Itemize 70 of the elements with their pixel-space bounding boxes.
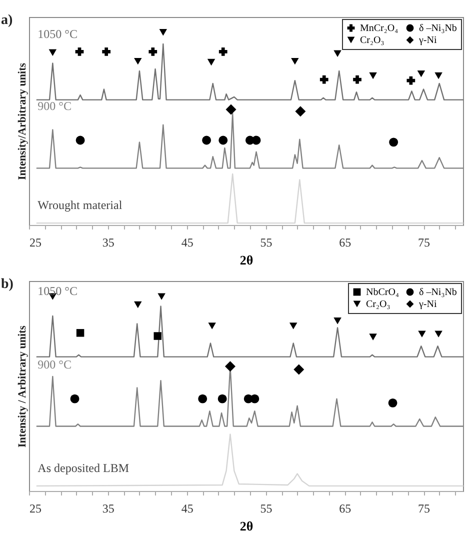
x-tick-label: 75: [418, 236, 430, 250]
legend-label: MnCr₂O₄: [360, 23, 399, 34]
x-axis-title: 2θ: [240, 252, 254, 268]
point: [134, 58, 142, 65]
x-tick-label: 55: [260, 236, 272, 250]
point: [417, 70, 426, 78]
point: [76, 329, 84, 337]
point: [369, 334, 377, 340]
point: [295, 106, 306, 117]
point: [148, 47, 158, 56]
legend-label: γ-Ni: [418, 35, 437, 46]
point: [208, 322, 216, 330]
point: [75, 47, 84, 56]
x-tick-label: 35: [102, 502, 114, 516]
series-label: 900 °C: [38, 357, 72, 372]
point: [224, 361, 236, 372]
legend-label: δ –Ni₃Nb: [419, 23, 457, 34]
point: [76, 136, 85, 145]
point: [406, 76, 416, 85]
point: [294, 364, 304, 375]
point: [102, 47, 111, 56]
point: [218, 136, 228, 145]
legend-label: Cr₂O₃: [360, 35, 384, 46]
x-tick-label: 45: [181, 502, 194, 516]
point: [434, 330, 442, 338]
text: b): [1, 277, 14, 292]
point: [218, 47, 228, 56]
point: [320, 75, 328, 84]
x-tick-label: 45: [181, 236, 194, 250]
point: [389, 138, 398, 147]
text: a): [1, 13, 13, 28]
point: [202, 136, 212, 145]
text: 1050 °C: [38, 26, 78, 41]
x-tick-label: 55: [260, 502, 272, 516]
point: [334, 50, 342, 57]
point: [388, 398, 398, 408]
point: [353, 75, 362, 84]
point: [289, 322, 298, 330]
y-axis-title: Intensity/Arbitrary units: [16, 62, 28, 180]
series-label: Wrought material: [38, 198, 123, 212]
point: [369, 72, 377, 80]
point: [159, 29, 168, 36]
point: [154, 332, 162, 340]
x-axis-title: 2θ: [240, 518, 254, 534]
point: [291, 58, 299, 65]
point: [207, 58, 216, 66]
point: [70, 394, 80, 404]
x-tick-label: 25: [30, 236, 42, 250]
legend-label: δ –Ni₃Nb: [419, 287, 457, 298]
point: [48, 49, 57, 56]
series-label: 900 °C: [38, 99, 72, 114]
legend-label: Cr₂O₃: [366, 299, 390, 310]
x-tick-label: 25: [30, 502, 42, 516]
point: [134, 301, 142, 308]
point: [434, 72, 442, 80]
x-tick-label: 75: [418, 502, 430, 516]
x-tick-label: 35: [102, 236, 114, 250]
point: [334, 318, 342, 324]
point: [158, 293, 166, 300]
x-tick-label: 65: [339, 236, 352, 250]
series-label: 1050 °C: [38, 284, 78, 298]
x-tick-label: 65: [339, 502, 352, 516]
y-axis-title: Intensity / Arbitrary units: [16, 324, 28, 448]
legend-label: γ-Ni: [418, 299, 437, 310]
point: [198, 394, 208, 404]
point: [418, 330, 426, 338]
point: [226, 104, 236, 115]
series-label: As deposited LBM: [38, 460, 130, 475]
legend-label: NbCrO₄: [366, 287, 400, 298]
point: [218, 394, 227, 404]
